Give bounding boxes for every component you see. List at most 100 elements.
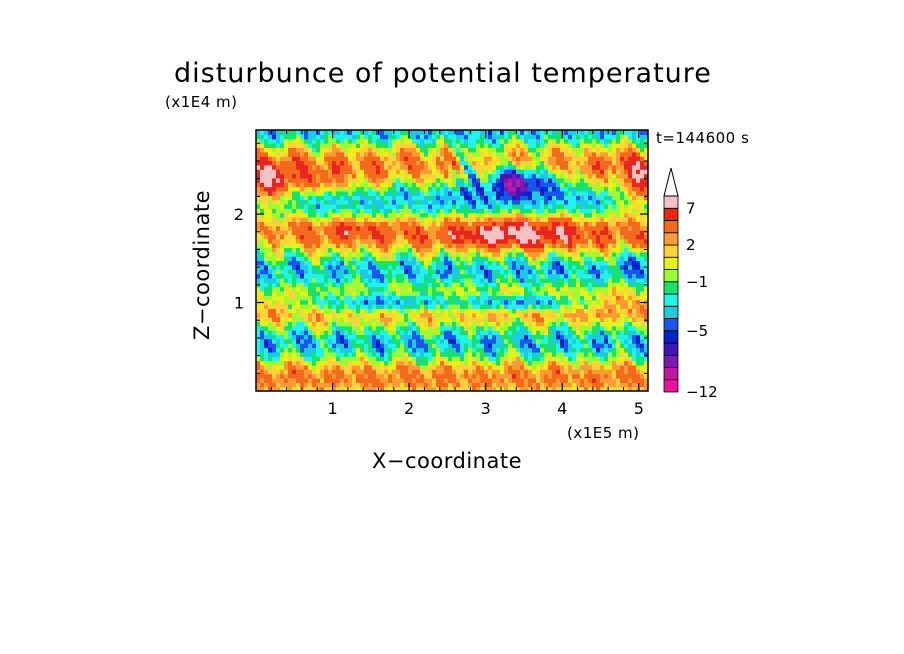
field-cell [368, 325, 373, 331]
field-cell [432, 234, 437, 240]
field-cell [276, 364, 281, 370]
field-cell [628, 373, 633, 379]
field-cell [532, 234, 537, 240]
field-cell [552, 230, 557, 235]
field-cell [388, 304, 393, 309]
field-cell [556, 347, 561, 353]
field-cell [424, 177, 429, 183]
field-cell [420, 343, 425, 349]
field-cell [428, 256, 433, 262]
field-cell [368, 312, 373, 318]
field-cell [616, 169, 621, 175]
field-cell [476, 256, 481, 262]
field-cell [632, 264, 637, 270]
field-cell [600, 225, 605, 231]
field-cell [548, 356, 553, 362]
field-cell [412, 260, 417, 266]
field-cell [616, 221, 621, 227]
field-cell [460, 217, 465, 222]
field-cell [372, 304, 377, 309]
field-cell [276, 304, 281, 309]
field-cell [308, 182, 313, 188]
field-cell [464, 269, 469, 275]
field-cell [464, 356, 469, 362]
field-cell [512, 217, 517, 222]
field-cell [360, 225, 365, 231]
field-cell [420, 173, 425, 179]
field-cell [576, 221, 581, 227]
field-cell [492, 264, 497, 270]
field-cell [412, 351, 417, 357]
field-cell [372, 238, 377, 244]
field-cell [644, 195, 648, 201]
field-cell [520, 199, 525, 205]
field-cell [396, 256, 401, 262]
field-cell [592, 373, 597, 379]
field-cell [332, 312, 337, 318]
field-cell [600, 251, 605, 257]
field-cell [584, 338, 589, 344]
field-cell [376, 321, 381, 327]
field-cell [444, 186, 449, 192]
field-cell [580, 369, 585, 375]
field-cell [504, 230, 509, 235]
field-cell [472, 251, 477, 257]
field-cell [528, 190, 533, 196]
field-cell [576, 173, 581, 179]
field-cell [352, 304, 357, 309]
field-cell [488, 304, 493, 309]
field-cell [536, 330, 541, 336]
field-cell [284, 317, 289, 322]
field-cell [636, 290, 641, 296]
field-cell [604, 369, 609, 375]
field-cell [624, 360, 629, 366]
field-cell [432, 199, 437, 205]
field-cell [616, 217, 621, 222]
field-cell [588, 256, 593, 262]
field-cell [388, 247, 393, 253]
field-cell [568, 212, 573, 218]
field-cell [476, 199, 481, 205]
field-cell [540, 386, 545, 391]
field-cell [592, 173, 597, 179]
field-cell [388, 360, 393, 366]
field-cell [380, 386, 385, 391]
field-cell [276, 273, 281, 279]
field-cell [496, 295, 501, 301]
field-cell [304, 312, 309, 318]
field-cell [332, 282, 337, 288]
field-cell [328, 321, 333, 327]
field-cell [396, 356, 401, 362]
field-cell [440, 347, 445, 353]
field-cell [316, 382, 321, 388]
field-cell [548, 277, 553, 283]
field-cell [364, 338, 369, 344]
field-cell [320, 369, 325, 375]
field-cell [500, 247, 505, 253]
field-cell [368, 234, 373, 240]
field-cell [640, 203, 645, 209]
field-cell [408, 208, 413, 214]
field-cell [552, 177, 557, 183]
field-cell [492, 190, 497, 196]
field-cell [560, 295, 565, 301]
field-cell [448, 308, 453, 314]
field-cell [468, 321, 473, 327]
field-cell [556, 173, 561, 179]
field-cell [524, 351, 529, 357]
field-cell [604, 247, 609, 253]
field-cell [360, 312, 365, 318]
field-cell [404, 282, 409, 288]
field-cell [616, 308, 621, 314]
field-cell [428, 212, 433, 218]
field-cell [392, 373, 397, 379]
field-cell [636, 295, 641, 301]
field-cell [572, 269, 577, 275]
field-cell [400, 295, 405, 301]
field-cell [328, 251, 333, 257]
field-cell [448, 238, 453, 244]
field-cell [336, 186, 341, 192]
field-cell [308, 304, 313, 309]
field-cell [496, 243, 501, 249]
field-cell [420, 277, 425, 283]
